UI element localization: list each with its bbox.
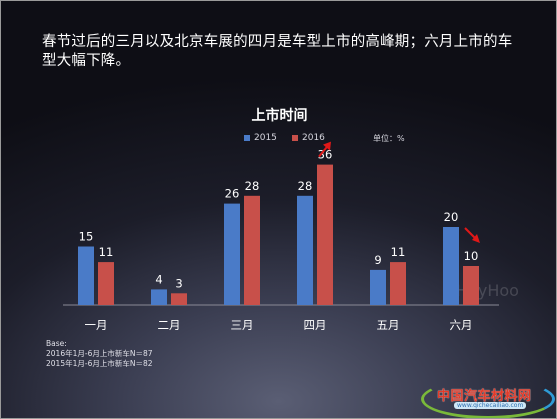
logo-name: 中国汽车材料网 bbox=[437, 389, 532, 404]
bar-2016-6 bbox=[463, 266, 479, 305]
category-label-1: 一月 bbox=[85, 318, 108, 332]
data-label-2015-3: 26 bbox=[225, 187, 240, 201]
bar-2015-1 bbox=[78, 246, 94, 305]
bar-2016-5 bbox=[390, 262, 406, 305]
base-label: Base: bbox=[46, 339, 67, 348]
bar-2016-3 bbox=[244, 195, 260, 305]
category-label-6: 六月 bbox=[450, 318, 473, 332]
bar-2015-6 bbox=[443, 227, 459, 305]
annotation-arrowhead-2 bbox=[472, 234, 480, 243]
logo-url: www.qichecailiao.com bbox=[454, 402, 527, 409]
category-label-3: 三月 bbox=[231, 318, 254, 332]
site-logo: 中国汽车材料网 www.qichecailiao.com bbox=[421, 377, 555, 418]
data-label-2016-6: 10 bbox=[464, 249, 479, 263]
legend-label-2015: 2015 bbox=[254, 133, 277, 143]
base-notes: Base: 2016年1月-6月上市新车N＝87 2015年1月-6月上市新车N… bbox=[46, 339, 153, 369]
bar-2015-4 bbox=[297, 195, 313, 305]
annotation-arrowhead-1 bbox=[323, 141, 331, 151]
legend-label-2016: 2016 bbox=[302, 133, 325, 143]
logo-swoosh bbox=[421, 379, 555, 418]
legend-swatch-2016 bbox=[292, 135, 298, 141]
bar-2016-4 bbox=[317, 164, 333, 305]
data-label-2016-2: 3 bbox=[175, 276, 182, 290]
data-label-2015-2: 4 bbox=[155, 272, 162, 286]
data-label-2015-6: 20 bbox=[444, 210, 459, 224]
headline: 春节过后的三月以及北京车展的四月是车型上市的高峰期；六月上市的车型大幅下降。 bbox=[42, 34, 513, 69]
data-label-2016-4: 36 bbox=[318, 148, 333, 162]
bar-2015-2 bbox=[151, 289, 167, 305]
bar-2015-3 bbox=[224, 203, 240, 305]
data-label-2016-1: 11 bbox=[99, 245, 114, 259]
data-label-2016-5: 11 bbox=[391, 245, 406, 259]
data-label-2015-1: 15 bbox=[79, 230, 94, 244]
bar-2015-5 bbox=[370, 269, 386, 305]
category-label-5: 五月 bbox=[377, 318, 400, 332]
data-label-2016-3: 28 bbox=[245, 179, 260, 193]
annotation-arrow-2 bbox=[464, 227, 477, 240]
category-label-4: 四月 bbox=[304, 318, 327, 332]
legend-item-2015: 2015 bbox=[244, 133, 277, 143]
unit-note: 单位：% bbox=[373, 134, 405, 143]
legend-item-2016: 2016 bbox=[292, 133, 325, 143]
chart-title: 上市时间 bbox=[251, 108, 308, 124]
data-label-2015-5: 9 bbox=[374, 253, 381, 267]
category-label-2: 二月 bbox=[158, 318, 181, 332]
bar-2016-1 bbox=[98, 262, 114, 305]
base-2015: 2015年1月-6月上市新车N＝82 bbox=[46, 359, 153, 368]
data-label-2015-4: 28 bbox=[298, 179, 313, 193]
legend-swatch-2015 bbox=[244, 135, 250, 141]
base-2016: 2016年1月-6月上市新车N＝87 bbox=[46, 349, 153, 358]
bar-2016-2 bbox=[171, 293, 187, 305]
